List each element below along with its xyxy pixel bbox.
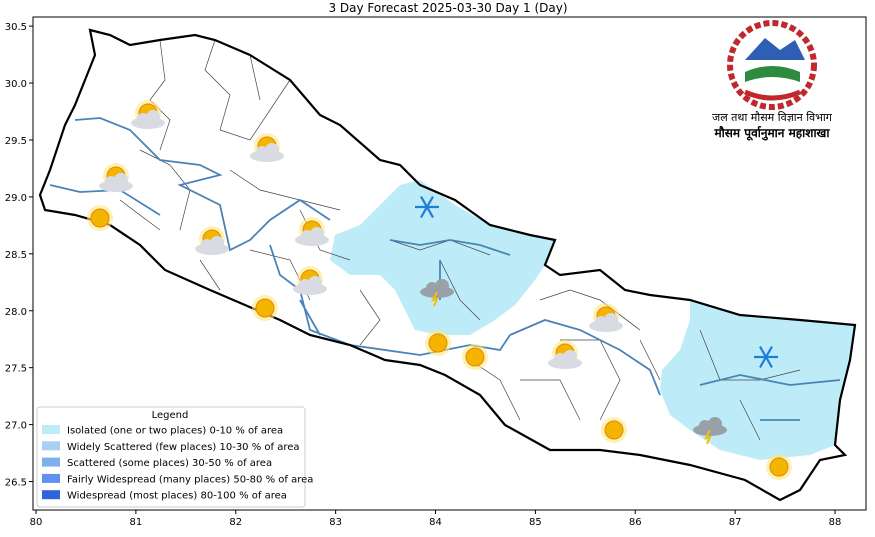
y-tick-label: 29.5 [5,136,27,147]
x-tick-label: 85 [529,517,542,528]
x-tick-label: 84 [429,517,442,528]
legend-swatch [42,457,60,467]
legend-swatch [42,425,60,434]
y-tick-label: 30.5 [5,22,27,33]
cloud [604,313,618,327]
legend-title: Legend [152,410,189,421]
legend-box [36,406,306,508]
legend-label: Widely Scattered (few places) 10-30 % of… [67,442,300,453]
x-tick-label: 82 [229,517,242,528]
district-boundaries [119,39,801,441]
legend-label: Fairly Widespread (many places) 50-80 % … [67,474,313,485]
legend-swatch [42,490,60,500]
x-tick-label: 81 [130,517,143,528]
cloud [265,143,279,157]
x-tick-label: 88 [829,517,842,528]
legend-swatch [42,441,60,451]
cloud [105,176,117,188]
cloud [301,230,313,242]
cloud [563,350,577,364]
snowflake [759,346,773,368]
y-tick-label: 29.0 [5,193,27,204]
cloud [595,316,607,328]
sun [255,298,275,318]
cloud [308,276,322,290]
cloud [554,353,566,365]
legend-label: Scattered (some places) 30-50 % of area [67,458,272,469]
x-tick-label: 87 [729,517,742,528]
cloud [201,239,213,251]
cloud [435,279,449,293]
logo: जल तथा मौसम विज्ञान विभाग मौसम पूर्वानुम… [712,20,833,141]
cloud [708,417,722,431]
x-tick-label: 83 [329,517,342,528]
country-outline [38,28,857,502]
cloud [114,173,128,187]
lightning [431,291,439,307]
x-tick-label: 80 [30,517,43,528]
snowflake [420,196,434,218]
logo-text: जल तथा मौसम विज्ञान विभाग [712,111,833,124]
logo-ribbon [743,89,801,101]
forecast-region [330,180,555,335]
legend-label: Isolated (one or two places) 0-10 % of a… [67,426,283,437]
sun [769,457,789,477]
y-tick-label: 28.5 [5,250,27,261]
y-tick-label: 27.5 [5,364,27,375]
logo-text: मौसम पूर्वानुमान महाशाखा [714,126,831,141]
lightning [704,429,712,445]
y-tick-label: 27.0 [5,421,27,432]
weather-icons [87,100,792,480]
title: 3 Day Forecast 2025-03-30 Day 1 (Day) [328,1,567,15]
sun [604,420,624,440]
cloud [137,113,149,125]
cloud [310,227,324,241]
legend-swatch [42,473,60,483]
cloud [299,279,311,291]
y-tick-label: 26.5 [5,478,27,489]
logo-land [745,66,800,82]
y-tick-label: 28.0 [5,307,27,318]
sun [428,333,448,353]
cloud [146,110,160,124]
logo-emblem [727,20,817,110]
sun [465,347,485,367]
logo-mountain [745,38,805,60]
legend-label: Widespread (most places) 80-100 % of are… [67,491,287,502]
cloud [426,282,438,294]
cloud [256,146,268,158]
cloud [210,236,224,250]
sun [90,208,110,228]
cloud [699,420,711,432]
y-tick-label: 30.0 [5,79,27,90]
x-tick-label: 86 [629,517,642,528]
